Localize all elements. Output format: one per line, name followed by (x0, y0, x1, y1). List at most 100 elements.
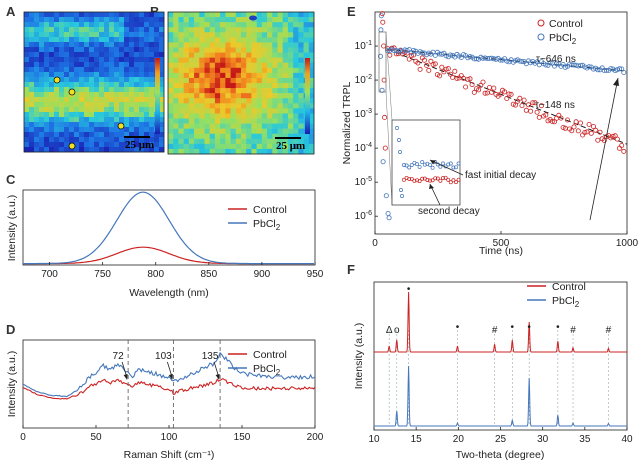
chart-c-xtick-label: 800 (147, 269, 164, 280)
trpl-point-control (486, 85, 492, 91)
inset-point-pbcl2 (415, 162, 419, 167)
chart-f-xlabel: Two-theta (degree) (456, 449, 545, 461)
trpl-point-pbcl2 (519, 59, 525, 65)
trpl-point-pbcl2 (377, 53, 383, 59)
trpl-point-pbcl2 (386, 215, 392, 221)
trpl-point-control (586, 122, 592, 128)
trpl-point-pbcl2 (595, 67, 601, 73)
scale-bar-a-label: 25 μm (125, 139, 154, 151)
inset-point-control (456, 177, 461, 182)
trpl-point-control (614, 136, 620, 142)
inset-point-control (420, 176, 425, 181)
inset-point-pbcl2 (397, 138, 401, 142)
trpl-point-control (565, 117, 571, 123)
chart-e-ytick-label: 10-4 (355, 142, 372, 154)
trpl-point-control (536, 114, 542, 120)
chart-f-xtick-label: 30 (537, 434, 549, 445)
legend-control-c: Control (253, 204, 287, 216)
series-control-f (374, 291, 627, 353)
trpl-point-control (469, 82, 475, 88)
inset-point-control (441, 176, 445, 181)
trpl-point-pbcl2 (473, 56, 479, 62)
trpl-point-control (526, 102, 532, 108)
legend-pbcl2-c: PbCl2 (253, 218, 281, 232)
trpl-point-control (517, 95, 523, 101)
panel-label-a: A (6, 4, 16, 19)
trpl-point-control (452, 68, 458, 74)
chart-f-xtick-label: 20 (453, 434, 465, 445)
trpl-point-control (465, 77, 471, 83)
trpl-point-control (582, 129, 588, 135)
chart-e-ytick-label: 10-2 (355, 74, 372, 86)
trpl-point-control (504, 96, 510, 102)
chart-f-xtick-label: 15 (411, 434, 423, 445)
trpl-point-control (454, 76, 460, 82)
chart-d-xtick-label: 0 (20, 432, 26, 443)
chart-e-xlabel: Time (ns) (479, 245, 523, 257)
inset-point-pbcl2 (448, 161, 453, 166)
chart-d-xlabel: Raman Shift (cm⁻¹) (124, 449, 215, 461)
inset-point-control (417, 179, 422, 184)
chart-f-frame (373, 281, 628, 431)
trpl-point-control (506, 91, 512, 97)
trpl-point-control (437, 73, 443, 79)
legend-control-e: Control (549, 18, 583, 30)
xrd-marker: # (606, 325, 612, 336)
inset-point-pbcl2 (400, 194, 404, 198)
trpl-point-control (415, 60, 421, 66)
trpl-point-control (539, 103, 545, 109)
inset-point-pbcl2 (451, 165, 456, 170)
trpl-point-control (406, 56, 412, 62)
trpl-point-pbcl2 (497, 57, 503, 63)
chart-d-xtick-label: 50 (90, 432, 102, 443)
xrd-marker: • (407, 284, 411, 295)
trpl-point-pbcl2 (617, 66, 623, 72)
chart-e-ytick-label: 10-1 (355, 40, 372, 52)
inset-point-pbcl2 (404, 163, 409, 168)
inset-point-control (448, 180, 453, 185)
trpl-point-control (482, 90, 488, 96)
panel-label-c: C (6, 172, 16, 187)
inset-point-pbcl2 (454, 165, 458, 170)
inset-point-pbcl2 (420, 160, 425, 165)
series-pbcl2-c (23, 191, 314, 265)
chart-e-ylabel: Normalized TRPL (341, 82, 353, 165)
inset-point-control (454, 180, 458, 185)
series-control-d (22, 377, 316, 400)
tau-pbcl2-label: τ~646 ns (536, 54, 576, 65)
chart-f-xtick-label: 25 (495, 434, 507, 445)
trpl-point-control (621, 148, 627, 154)
trpl-point-control (528, 108, 534, 114)
raman-peak-label: 135 (202, 351, 219, 362)
chart-e-ytick-label: 10-3 (355, 108, 372, 120)
trpl-point-control (552, 119, 558, 125)
chart-c-xtick-label: 750 (94, 269, 111, 280)
trpl-point-control (584, 129, 590, 135)
chart-e-xtick-label: 0 (372, 238, 378, 249)
inset-point-control (433, 176, 438, 181)
xrd-marker: • (527, 322, 531, 333)
trpl-point-control (588, 130, 594, 136)
trpl-point-control (543, 112, 549, 118)
trpl-point-control (534, 109, 540, 115)
xrd-marker: o (394, 325, 400, 336)
inset-point-control (443, 175, 448, 180)
trpl-point-pbcl2 (619, 66, 625, 72)
trpl-point-control (381, 43, 387, 49)
trpl-point-control (408, 53, 414, 59)
inset-point-control (446, 177, 451, 182)
trpl-point-control (521, 97, 527, 103)
chart-d-xtick-label: 100 (161, 432, 178, 443)
trpl-point-pbcl2 (419, 50, 425, 56)
inset-point-pbcl2 (430, 165, 435, 170)
trpl-point-control (467, 76, 473, 82)
chart-e-xtick-label: 500 (493, 238, 510, 249)
trpl-point-pbcl2 (379, 87, 385, 93)
raman-peak-arrowhead (123, 374, 128, 380)
trpl-point-control (560, 125, 566, 131)
xrd-marker: • (456, 322, 460, 333)
chart-d-xtick-label: 150 (234, 432, 251, 443)
inset-point-pbcl2 (399, 188, 403, 192)
trpl-point-control (558, 115, 564, 121)
trpl-point-control (569, 128, 575, 134)
